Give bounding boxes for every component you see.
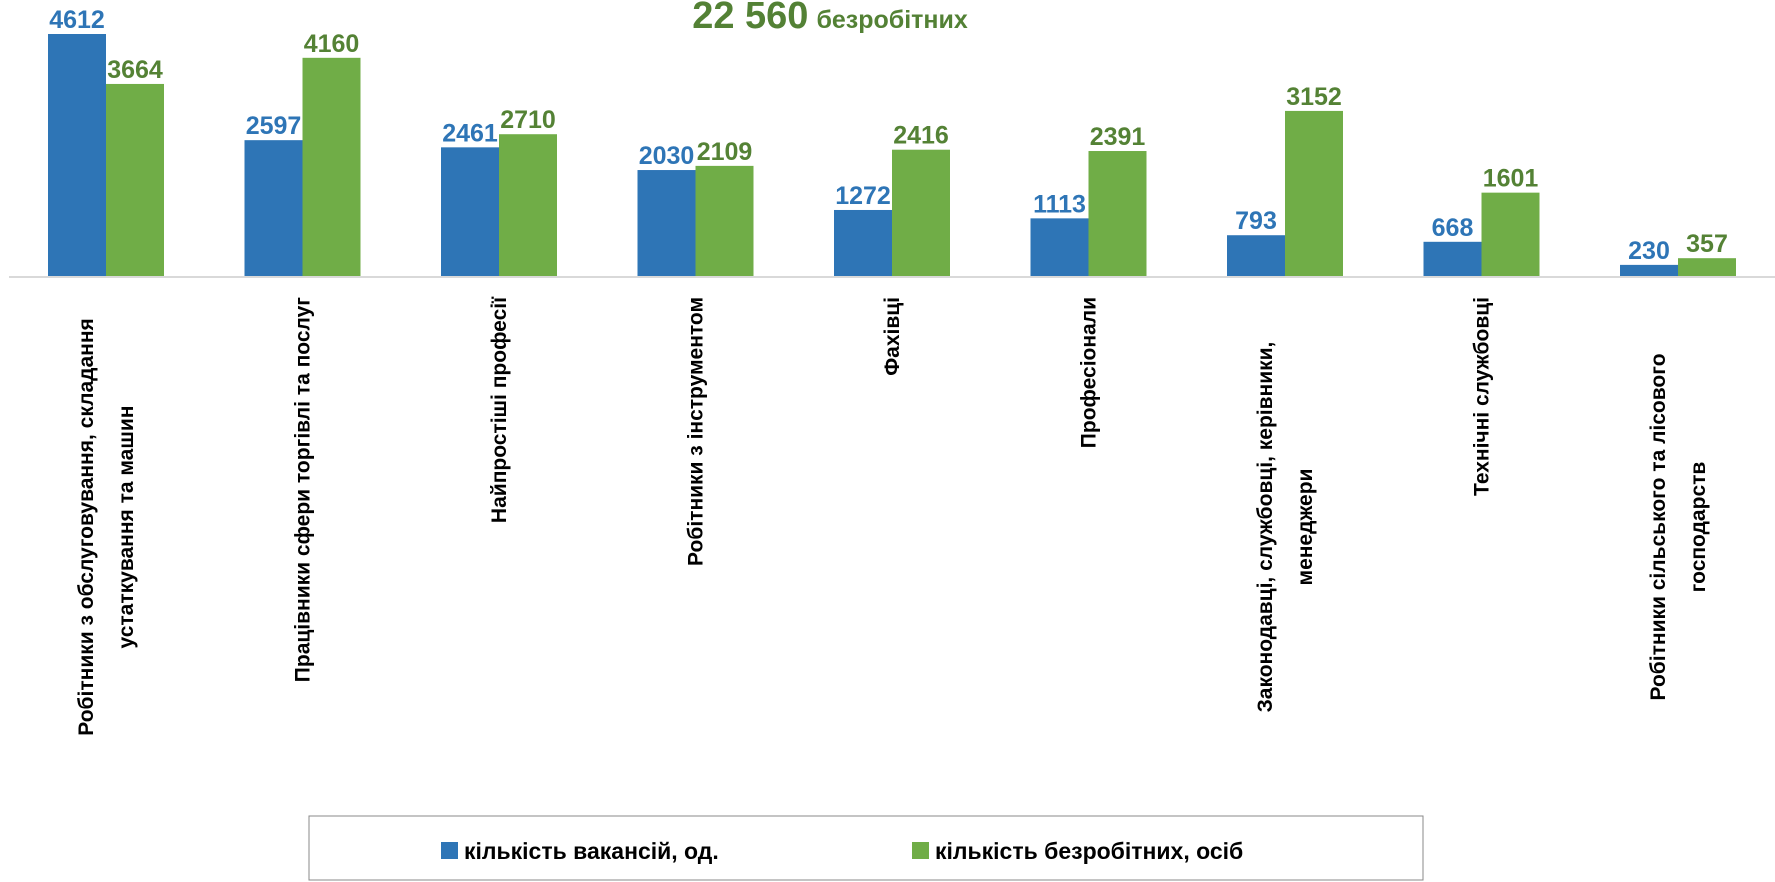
x-tick-label: Фахівці — [881, 297, 904, 376]
x-tick-label: менеджери — [1294, 469, 1317, 586]
value-label: 357 — [1686, 230, 1728, 258]
bar — [695, 165, 754, 277]
value-label: 2030 — [639, 142, 695, 170]
x-tick-label: устаткування та машин — [115, 406, 138, 649]
x-tick-label: Робітники з обслуговування, складання — [75, 318, 98, 736]
bar — [1285, 110, 1343, 277]
bar — [1678, 258, 1736, 277]
value-label: 1113 — [1033, 190, 1086, 218]
chart-title: 22 560 безробітних — [692, 0, 968, 37]
x-tick-label: Законодавці, службовці, керівники, — [1254, 342, 1277, 713]
bar — [1481, 192, 1540, 277]
x-tick-label: Працівники сфери торгівлі та послуг — [292, 297, 315, 682]
value-label: 3152 — [1286, 83, 1342, 111]
x-tick-label: Найпростіші професії — [488, 296, 511, 523]
bar — [1227, 235, 1285, 277]
bar — [892, 149, 950, 277]
value-label: 230 — [1628, 237, 1670, 265]
value-label: 4612 — [49, 6, 105, 34]
bar — [106, 83, 164, 278]
bar — [244, 140, 303, 277]
legend-swatch — [912, 842, 929, 859]
value-label: 1272 — [835, 182, 891, 210]
bar — [302, 57, 361, 278]
bar — [1620, 264, 1678, 277]
x-tick-label: Професіонали — [1078, 297, 1101, 448]
x-tick-label: Технічні службовці — [1471, 297, 1494, 496]
x-tick-label: Робітники з інструментом — [685, 297, 708, 566]
legend-box — [308, 815, 1424, 881]
bar — [499, 134, 557, 277]
bar — [1423, 241, 1482, 277]
value-label: 668 — [1432, 214, 1474, 242]
title-number: 22 560 — [692, 0, 808, 37]
value-label: 2416 — [893, 122, 949, 150]
x-tick-label: господарств — [1687, 462, 1710, 593]
value-label: 793 — [1235, 207, 1277, 235]
bar — [637, 170, 696, 277]
value-label: 2461 — [442, 119, 498, 147]
legend-swatch — [441, 842, 458, 859]
value-label: 2597 — [246, 112, 302, 140]
value-label: 2391 — [1090, 123, 1146, 151]
value-label: 2710 — [500, 106, 556, 134]
bar — [1030, 218, 1089, 277]
legend-label: кількість вакансій, од. — [464, 838, 719, 864]
bar — [48, 34, 106, 277]
x-tick-label: Робітники сільського та лісового — [1647, 353, 1670, 700]
value-label: 2109 — [697, 138, 753, 166]
legend-label: кількість безробітних, осіб — [935, 838, 1243, 864]
bar — [441, 147, 499, 277]
bar — [834, 209, 892, 277]
value-label: 4160 — [304, 30, 360, 58]
bar — [1088, 151, 1147, 277]
value-label: 1601 — [1483, 165, 1539, 193]
title-text: безробітних — [816, 6, 967, 34]
value-label: 3664 — [107, 56, 163, 84]
